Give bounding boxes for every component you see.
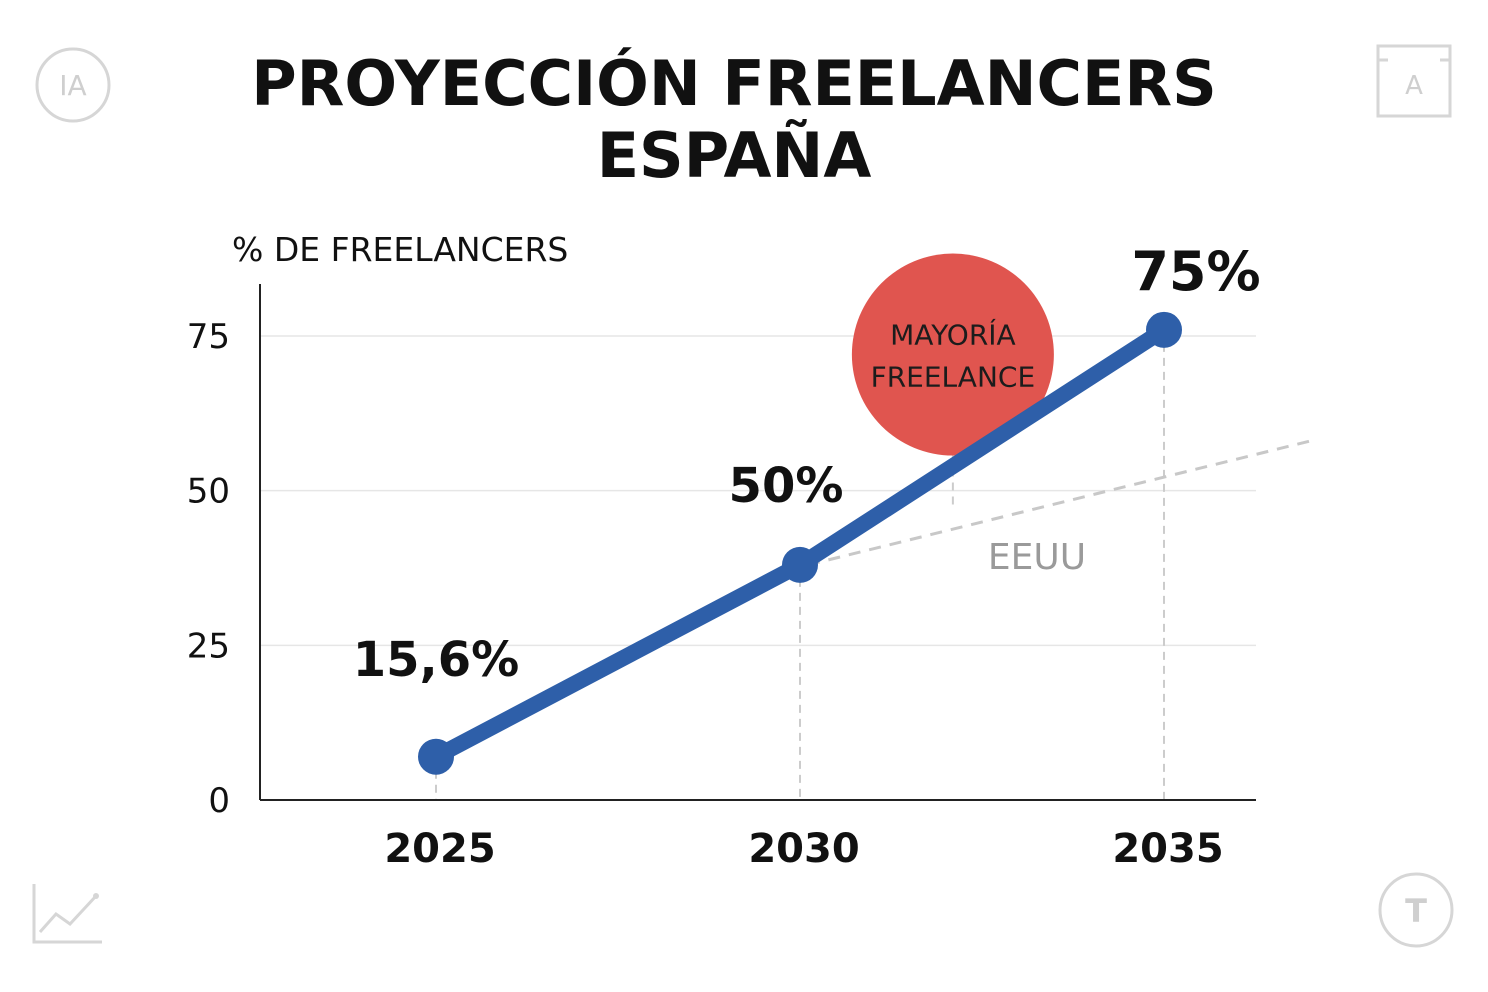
ai-badge-text: IA — [59, 69, 86, 102]
eeuu-trend-line — [807, 439, 1310, 567]
x-tick-label: 2030 — [748, 826, 859, 872]
y-ticks: 0 25 50 75 — [187, 317, 230, 821]
grid — [260, 335, 1256, 647]
x-ticks: 2025 2030 2035 — [384, 826, 1223, 872]
eeuu-label: EEUU — [988, 537, 1086, 578]
data-label-2035: 75% — [1131, 240, 1260, 303]
x-tick-label: 2035 — [1112, 826, 1223, 872]
annotation-circle — [851, 253, 1054, 456]
chart-title-line-2: ESPAÑA — [596, 119, 872, 192]
chart-title: PROYECCIÓN FREELANCERS ESPAÑA — [0, 48, 1468, 192]
spain-point-2025 — [418, 738, 454, 775]
data-label-2030: 50% — [729, 458, 844, 514]
spain-point-2030 — [782, 546, 818, 583]
y-tick-label: 75 — [187, 317, 230, 357]
spain-point-2035 — [1146, 311, 1182, 348]
y-tick-label: 50 — [187, 472, 230, 512]
y-tick-label: 25 — [187, 626, 230, 666]
chart-title-line-1: PROYECCIÓN FREELANCERS — [251, 47, 1217, 120]
x-tick-label: 2025 — [384, 826, 495, 872]
majority-annotation: MAYORÍA FREELANCE — [851, 253, 1054, 505]
eeuu-series: EEUU — [807, 439, 1310, 578]
annotation-text-line: FREELANCE — [871, 361, 1036, 394]
data-label-2025: 15,6% — [353, 632, 520, 688]
document-a-icon: A — [1376, 44, 1452, 118]
document-a-text: A — [1405, 71, 1423, 101]
ai-badge-icon: IA — [35, 47, 111, 123]
t-badge-text: T — [1405, 892, 1427, 930]
y-tick-label: 0 — [208, 781, 230, 821]
data-labels: 15,6% 50% 75% — [353, 240, 1261, 688]
axes — [259, 284, 1256, 801]
annotation-text-line: MAYORÍA — [890, 318, 1016, 352]
spain-series — [418, 311, 1182, 775]
y-axis-label: % DE FREELANCERS — [232, 230, 568, 269]
t-badge-icon: T — [1378, 872, 1454, 948]
trend-chart-icon — [32, 884, 102, 944]
